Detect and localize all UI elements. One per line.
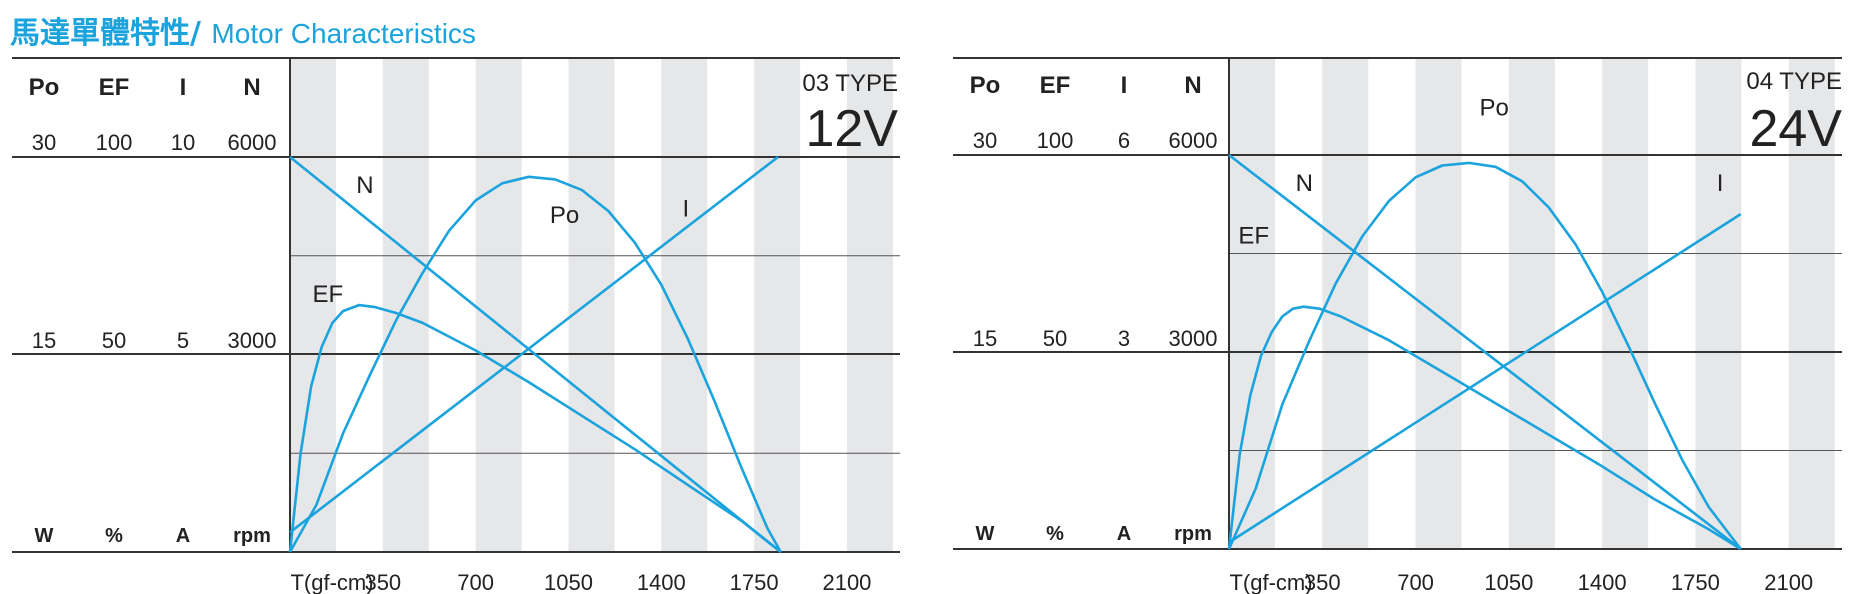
grid-band [661,58,708,552]
series-ef-label: EF [1238,223,1269,250]
x-axis-label: T(gf-cm) [1229,570,1312,594]
column-top-value: 100 [96,130,133,155]
x-tick-label: 1750 [1671,570,1720,594]
column-name-n: N [243,74,260,101]
page-title: 馬達單體特性/ Motor Characteristics [10,8,476,52]
column-unit: W [35,525,54,547]
column-unit: % [1046,523,1064,545]
series-i-label: I [1717,170,1724,197]
voltage-label: 12V [805,100,898,158]
x-tick-label: 2100 [822,570,871,594]
grid-band [1508,58,1555,549]
series-i-line [289,155,779,534]
column-top-value: 30 [973,128,997,153]
grid-band [1322,58,1369,549]
column-unit: A [1117,523,1131,545]
x-tick-label: 700 [1397,570,1434,594]
column-mid-value: 50 [1043,326,1067,351]
column-name-n: N [1184,72,1201,99]
series-ef-label: EF [313,281,344,308]
column-unit: rpm [1174,523,1212,545]
column-name-i: I [1121,72,1128,99]
grid-band [1229,58,1275,549]
series-i-label: I [683,195,690,222]
x-tick-label: 1050 [544,570,593,594]
grid-band [846,58,893,552]
column-top-value: 6 [1118,128,1130,153]
column-name-i: I [180,74,187,101]
grid-band [475,58,522,552]
column-top-value: 6000 [1169,128,1218,153]
column-top-value: 10 [171,130,195,155]
motor-chart-04-24v: Po 30 15 W EF 100 50% I 6 3 A N 6000 3000 rpm 04 TYPE 24… [953,57,1842,594]
column-unit: W [976,523,995,545]
grid-band [1695,58,1742,549]
x-tick-label: 1750 [730,570,779,594]
type-label: 03 TYPE [802,70,898,97]
x-tick-label: 1400 [1578,570,1627,594]
x-tick-label: 700 [457,570,494,594]
motor-chart-03-12v: Po 30 15 W EF 100 50% I 10 5 A N 6000 3000 rpm 03 TYPE 1… [12,57,900,594]
column-mid-value: 50 [102,328,126,353]
column-unit: rpm [233,525,271,547]
x-tick-label: 350 [364,570,401,594]
column-top-value: 30 [32,130,56,155]
title-en: Motor Characteristics [211,18,476,49]
column-mid-value: 5 [177,328,189,353]
column-top-value: 6000 [228,130,277,155]
type-label: 04 TYPE [1746,68,1842,95]
column-unit: % [105,525,123,547]
column-name-po: Po [29,74,60,101]
series-n-line [1228,153,1742,551]
grid-band [568,58,615,552]
x-axis-label: T(gf-cm) [290,570,373,594]
column-unit: A [176,525,190,547]
x-tick-label: 350 [1304,570,1341,594]
column-name-ef: EF [99,74,130,101]
x-tick-label: 1050 [1484,570,1533,594]
column-mid-value: 3000 [1169,326,1218,351]
column-name-ef: EF [1040,72,1071,99]
series-n-label: N [356,172,373,199]
column-top-value: 100 [1037,128,1074,153]
column-mid-value: 3000 [228,328,277,353]
column-mid-value: 15 [32,328,56,353]
column-mid-value: 15 [973,326,997,351]
series-po-line [1227,161,1742,550]
title-cn: 馬達單體特性 [10,16,190,51]
series-po-label: Po [550,202,579,229]
column-mid-value: 3 [1118,326,1130,351]
series-i-line [1228,213,1742,544]
series-po-label: Po [1480,95,1509,122]
grid-band [1788,58,1835,549]
series-ef-line [288,303,782,554]
series-po-line [288,175,782,553]
x-tick-label: 1400 [637,570,686,594]
grid-band [1602,58,1649,549]
series-ef-line [1227,305,1742,551]
grid-band [754,58,801,552]
column-name-po: Po [970,72,1001,99]
series-n-line [289,155,782,554]
title-separator: / [190,16,201,51]
x-tick-label: 2100 [1764,570,1813,594]
series-n-label: N [1296,170,1313,197]
voltage-label: 24V [1749,100,1842,158]
